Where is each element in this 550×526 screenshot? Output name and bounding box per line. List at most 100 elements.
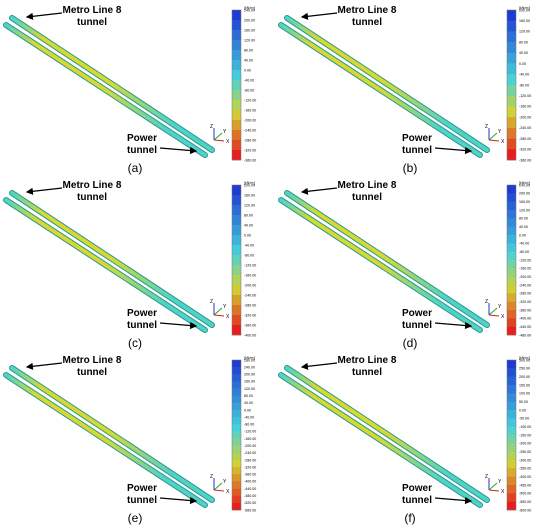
axis-z-label: Z <box>485 299 488 305</box>
legend-swatch <box>507 268 516 277</box>
top-label-line-1: Metro Line 8 <box>338 5 397 16</box>
legend-swatch <box>232 305 241 316</box>
top-label-line-2: tunnel <box>352 367 382 378</box>
legend-swatch <box>507 476 516 486</box>
legend-tick-label: -360.00 <box>244 158 256 162</box>
legend-tick-label: -250.00 <box>519 450 531 454</box>
top-label: Metro Line 8 tunnel <box>63 355 122 378</box>
legend-tick-label: 80.00 <box>244 394 253 398</box>
legend-tick-label: 280.00 <box>244 358 255 362</box>
legend-tick-label: -360.00 <box>519 308 531 312</box>
legend-tick-label: 300.00 <box>519 358 530 362</box>
legend-tick-label: -400.00 <box>244 480 256 484</box>
top-label: Metro Line 8 tunnel <box>338 180 397 203</box>
legend-tick-label: -520.00 <box>244 501 256 505</box>
top-label-line-1: Metro Line 8 <box>63 5 122 16</box>
axis-z-label: Z <box>210 124 213 130</box>
legend-unit: [kN/m²] <box>519 6 530 10</box>
power-tunnel-body <box>4 23 207 157</box>
legend-swatch <box>507 10 516 22</box>
legend-tick-label: 0.00 <box>519 408 526 412</box>
top-label-line-1: Metro Line 8 <box>63 180 122 191</box>
legend-swatch <box>232 205 241 216</box>
top-label-line-1: Metro Line 8 <box>63 355 122 366</box>
power-tunnel-body <box>279 373 482 507</box>
legend-swatch <box>507 443 516 452</box>
legend-swatch <box>232 502 241 511</box>
legend-swatch <box>507 501 516 511</box>
bottom-label: Power tunnel <box>127 308 157 331</box>
bottom-label-arrow <box>159 146 198 155</box>
legend-swatch <box>507 149 516 161</box>
legend-tick-label: 50.00 <box>519 400 528 404</box>
legend-tick-label: 40.00 <box>244 223 253 227</box>
legend-swatch <box>232 438 241 447</box>
legend-tick-label: -80.00 <box>519 250 529 254</box>
legend-swatch <box>232 150 241 161</box>
axis-z-label: Z <box>485 474 488 480</box>
legend-swatch <box>507 385 516 394</box>
legend-tick-label: 250.00 <box>519 367 530 371</box>
bottom-label: Power tunnel <box>127 133 157 156</box>
legend-tick-label: 160.00 <box>519 19 530 23</box>
legend-tick-label: 100.00 <box>519 392 530 396</box>
legend-swatch <box>232 50 241 61</box>
legend-tick-label: -160.00 <box>244 437 256 441</box>
legend-frame <box>506 184 517 336</box>
axis-y <box>488 132 498 141</box>
legend-tick-label: -320.00 <box>244 148 256 152</box>
legend-swatch <box>232 185 241 196</box>
legend-swatch <box>507 251 516 261</box>
legend-swatch <box>507 493 516 502</box>
legend-tick-label: 0.00 <box>519 62 526 66</box>
axis-y-label: Y <box>223 304 227 310</box>
legend-tick-label: -280.00 <box>244 458 256 462</box>
top-label-line-1: Metro Line 8 <box>338 355 397 366</box>
axis-y <box>213 132 223 141</box>
legend-tick-label: -280.00 <box>244 303 256 307</box>
legend-tick-label: -360.00 <box>244 473 256 477</box>
legend-unit: [kN/m²] <box>244 181 255 185</box>
legend-swatch <box>232 90 241 101</box>
legend-swatch <box>232 367 241 375</box>
legend-swatch <box>232 20 241 31</box>
legend-tick-label: -360.00 <box>244 323 256 327</box>
top-label-arrow <box>300 187 338 195</box>
legend-unit: [kN/m²] <box>244 356 255 360</box>
legend-tick-label: 0.00 <box>244 68 251 72</box>
legend-tick-label: -440.00 <box>519 325 531 329</box>
legend-tick-label: -200.00 <box>244 283 256 287</box>
legend-swatch <box>232 452 241 461</box>
legend-tick-label: 240.00 <box>244 365 255 369</box>
legend-tick-label: -40.00 <box>244 415 254 419</box>
bottom-label-arrow <box>159 496 198 505</box>
legend-tick-label: 160.00 <box>244 193 255 197</box>
legend-tick-label: -80.00 <box>519 83 529 87</box>
legend-swatch <box>232 140 241 151</box>
panel-letter: (b) <box>403 161 418 175</box>
legend-swatch <box>507 368 516 377</box>
legend-unit: [kN/m²] <box>244 6 255 10</box>
legend-tick-label: 150.00 <box>519 383 530 387</box>
legend-swatch <box>232 60 241 71</box>
bottom-label-arrow <box>434 496 473 505</box>
top-label-arrow <box>300 12 338 20</box>
legend-tick-label: -200.00 <box>519 115 531 119</box>
bottom-label-arrow <box>434 146 473 155</box>
legend-swatch <box>507 460 516 469</box>
legend-tick-label: 200.00 <box>519 8 530 12</box>
top-label: Metro Line 8 tunnel <box>63 5 122 28</box>
legend-swatch <box>507 117 516 129</box>
legend-tick-label: -240.00 <box>244 128 256 132</box>
legend-swatch <box>507 85 516 97</box>
legend-swatch <box>232 417 241 425</box>
legend-swatch <box>232 374 241 382</box>
legend-tick-label: -100.00 <box>519 425 531 429</box>
legend-swatch <box>232 431 241 439</box>
top-label: Metro Line 8 tunnel <box>338 355 397 378</box>
legend-tick-label: -440.00 <box>244 487 256 491</box>
bottom-label-line-1: Power <box>127 133 157 144</box>
bottom-label-line-1: Power <box>127 308 157 319</box>
